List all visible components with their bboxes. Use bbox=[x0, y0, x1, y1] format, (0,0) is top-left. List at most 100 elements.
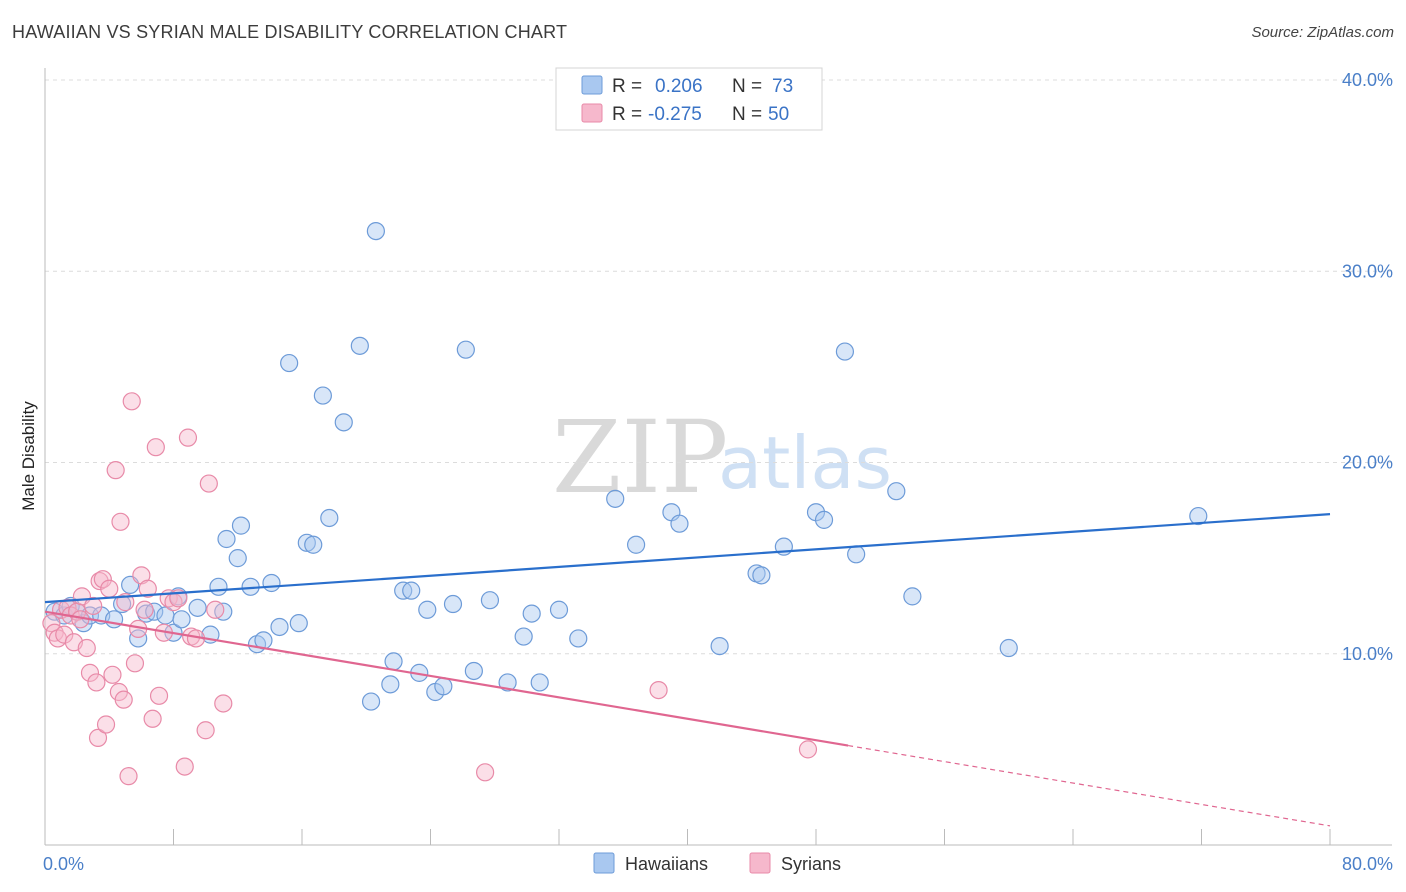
syrians-point-48 bbox=[476, 763, 495, 782]
hawaiians-point-54 bbox=[530, 673, 549, 692]
syrians-point-14 bbox=[87, 673, 106, 692]
legend-r-label-syrians: R = bbox=[612, 104, 642, 125]
y-tick-labels: 10.0% 20.0% 30.0% 40.0% bbox=[1342, 70, 1393, 664]
x-tick-label-1: 80.0% bbox=[1342, 854, 1393, 874]
syrians-point-49 bbox=[649, 680, 668, 700]
syrians-point-17 bbox=[93, 570, 112, 589]
hawaiians-point-66 bbox=[814, 510, 834, 529]
hawaiians-point-57 bbox=[606, 489, 625, 508]
y-tick-label-3: 40.0% bbox=[1342, 70, 1393, 90]
hawaiians-point-72 bbox=[1189, 506, 1208, 526]
legend-n-label-syrians: N = bbox=[732, 104, 762, 125]
hawaiians-point-49 bbox=[464, 661, 483, 681]
syrians-point-34 bbox=[146, 438, 165, 457]
syrians-point-35 bbox=[149, 686, 169, 705]
axes bbox=[44, 68, 1392, 846]
syrians-point-11 bbox=[77, 638, 96, 658]
hawaiians-point-29 bbox=[280, 353, 299, 373]
syrians-point-32 bbox=[138, 579, 157, 598]
grid-lines bbox=[45, 79, 1392, 655]
syrians-point-45 bbox=[199, 474, 218, 493]
legend-swatch-hawaiians bbox=[581, 75, 603, 95]
legend-swatch-syrians bbox=[581, 103, 603, 123]
syrians-point-31 bbox=[135, 600, 154, 619]
x-tick-labels: 0.0% 80.0% bbox=[43, 854, 1393, 874]
hawaiians-point-69 bbox=[887, 482, 906, 501]
series-syrians-points bbox=[42, 392, 818, 786]
syrians-point-26 bbox=[119, 767, 138, 786]
syrians-point-44 bbox=[196, 721, 215, 740]
watermark-zip: ZIP bbox=[552, 399, 728, 516]
hawaiians-point-52 bbox=[514, 627, 533, 646]
hawaiians-point-50 bbox=[480, 591, 500, 610]
syrians-point-16 bbox=[90, 571, 109, 591]
hawaiians-point-58 bbox=[626, 535, 646, 554]
syrians-point-15 bbox=[88, 728, 108, 748]
bottom-legend-label-hawaiians: Hawaiians bbox=[625, 854, 708, 874]
syrians-point-extra bbox=[798, 740, 818, 759]
hawaiians-point-34 bbox=[320, 508, 339, 528]
hawaiians-point-19 bbox=[209, 577, 228, 596]
hawaiians-point-51 bbox=[498, 673, 517, 692]
hawaiians-point-31 bbox=[297, 533, 316, 552]
hawaiians-point-47 bbox=[443, 594, 463, 614]
hawaiians-point-38 bbox=[366, 221, 385, 241]
y-tick-label-2: 30.0% bbox=[1342, 261, 1393, 281]
correlation-legend: R = 0.206 N = 73 R = -0.275 N = 50 bbox=[555, 67, 823, 131]
hawaiians-point-55 bbox=[549, 600, 569, 619]
hawaiians-point-30 bbox=[289, 614, 308, 633]
hawaiians-point-27 bbox=[262, 573, 281, 593]
legend-n-value-syrians: 50 bbox=[768, 104, 789, 125]
hawaiians-point-46 bbox=[434, 677, 453, 696]
syrians-point-21 bbox=[106, 461, 125, 480]
hawaiians-point-71 bbox=[999, 638, 1018, 658]
bottom-legend-swatch-hawaiians bbox=[593, 852, 615, 874]
bottom-legend-swatch-syrians bbox=[749, 852, 771, 874]
y-tick-label-1: 20.0% bbox=[1342, 453, 1393, 473]
hawaiians-point-60 bbox=[670, 514, 689, 533]
syrians-point-12 bbox=[80, 663, 100, 682]
bottom-legend-label-syrians: Syrians bbox=[781, 854, 841, 874]
hawaiians-point-42 bbox=[402, 581, 421, 600]
trendline-syrians-extension bbox=[848, 744, 1331, 827]
hawaiians-point-63 bbox=[752, 566, 771, 585]
source-credit: Source: ZipAtlas.com bbox=[1251, 24, 1394, 41]
trendline-hawaiians bbox=[44, 513, 1331, 604]
syrians-point-4 bbox=[55, 625, 74, 644]
hawaiians-point-22 bbox=[228, 549, 247, 568]
syrians-point-47 bbox=[214, 694, 233, 713]
hawaiians-point-37 bbox=[361, 692, 381, 711]
syrians-point-46 bbox=[206, 600, 225, 619]
hawaiians-point-23 bbox=[231, 516, 251, 535]
legend-r-value-hawaiians: 0.206 bbox=[655, 76, 703, 97]
hawaiians-point-48 bbox=[456, 340, 475, 359]
chart-title: HAWAIIAN VS SYRIAN MALE DISABILITY CORRE… bbox=[12, 22, 568, 42]
hawaiians-point-44 bbox=[418, 600, 437, 619]
syrians-point-33 bbox=[143, 709, 162, 728]
hawaiians-point-16 bbox=[172, 610, 191, 629]
hawaiians-point-21 bbox=[217, 529, 236, 549]
hawaiians-point-17 bbox=[188, 598, 207, 617]
legend-n-value-hawaiians: 73 bbox=[772, 76, 793, 97]
y-tick-label-0: 10.0% bbox=[1342, 644, 1393, 664]
hawaiians-point-67 bbox=[835, 342, 855, 361]
hawaiians-point-70 bbox=[903, 587, 922, 606]
hawaiians-point-28 bbox=[270, 617, 289, 637]
hawaiians-point-53 bbox=[522, 604, 541, 623]
syrians-point-41 bbox=[178, 428, 198, 447]
y-axis-label: Male Disability bbox=[19, 401, 38, 511]
hawaiians-point-36 bbox=[350, 336, 369, 355]
syrians-point-27 bbox=[122, 392, 141, 411]
syrians-point-23 bbox=[111, 512, 130, 531]
series-hawaiians-points bbox=[45, 221, 1208, 711]
hawaiians-point-32 bbox=[304, 535, 323, 554]
hawaiians-point-39 bbox=[381, 675, 400, 694]
syrians-point-40 bbox=[175, 757, 194, 776]
x-tick-label-0: 0.0% bbox=[43, 854, 84, 874]
syrians-point-28 bbox=[125, 654, 145, 673]
syrians-point-24 bbox=[114, 690, 133, 709]
legend-r-value-syrians: -0.275 bbox=[648, 104, 702, 125]
hawaiians-point-10 bbox=[129, 629, 148, 648]
syrians-point-0 bbox=[42, 614, 61, 633]
